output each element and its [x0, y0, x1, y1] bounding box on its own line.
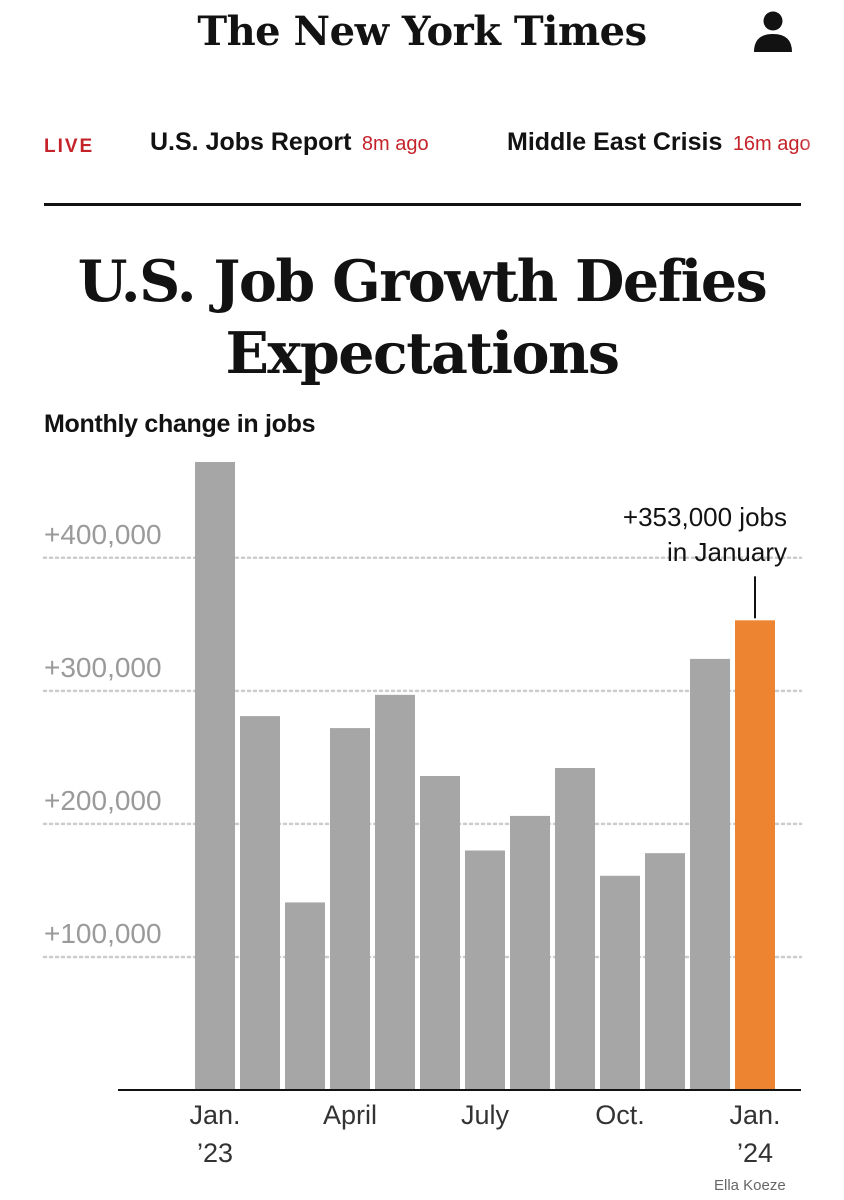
x-tick-label: July — [461, 1100, 510, 1130]
live-item-title: Middle East Crisis — [507, 128, 723, 156]
live-item-jobs-report[interactable]: U.S. Jobs Report 8m ago — [150, 128, 429, 157]
masthead: The New York Times — [0, 0, 844, 72]
y-tick-label: +200,000 — [44, 785, 162, 816]
live-item-middle-east[interactable]: Middle East Crisis 16m ago — [507, 128, 811, 157]
live-item-time: 16m ago — [732, 133, 811, 155]
y-tick-label: +400,000 — [44, 519, 162, 550]
annotation-label: in January — [667, 537, 787, 567]
account-button[interactable] — [750, 8, 796, 54]
chart-title: Monthly change in jobs — [44, 410, 316, 438]
live-item-title: U.S. Jobs Report — [150, 128, 352, 156]
bar — [375, 694, 415, 1090]
bar — [465, 850, 505, 1090]
section-divider — [44, 203, 801, 206]
bar — [645, 853, 685, 1090]
annotation-label: +353,000 jobs — [623, 502, 787, 532]
bar — [285, 902, 325, 1090]
x-tick-label: Jan. — [729, 1100, 780, 1130]
person-icon — [754, 11, 792, 52]
live-item-time: 8m ago — [361, 133, 429, 155]
nyt-logo[interactable]: The New York Times — [197, 8, 647, 55]
x-tick-label-year: ’24 — [737, 1138, 773, 1168]
bar — [555, 768, 595, 1090]
live-label: LIVE — [44, 136, 95, 157]
chart-credit: Ella Koeze — [714, 1177, 786, 1194]
y-tick-label: +300,000 — [44, 652, 162, 683]
x-tick-label: April — [323, 1100, 377, 1130]
bar — [510, 815, 550, 1090]
highlight-bar — [735, 620, 775, 1090]
scroll-fade — [800, 118, 844, 170]
jobs-bar-chart: +100,000 +200,000 +300,000 +400,000 Jan. ’23 A… — [42, 461, 803, 1168]
bar — [420, 775, 460, 1090]
article-headline: U.S. Job Growth Defies Expectations — [77, 248, 768, 387]
bar — [240, 716, 280, 1090]
bar — [330, 728, 370, 1090]
live-news-bar: LIVE U.S. Jobs Report 8m ago Middle East… — [0, 118, 844, 170]
bar — [690, 658, 730, 1090]
bar — [195, 461, 235, 1090]
x-tick-label-year: ’23 — [197, 1138, 233, 1168]
x-tick-label: Jan. — [189, 1100, 240, 1130]
bar — [600, 875, 640, 1090]
x-tick-label: Oct. — [595, 1100, 645, 1130]
y-tick-label: +100,000 — [44, 918, 162, 949]
